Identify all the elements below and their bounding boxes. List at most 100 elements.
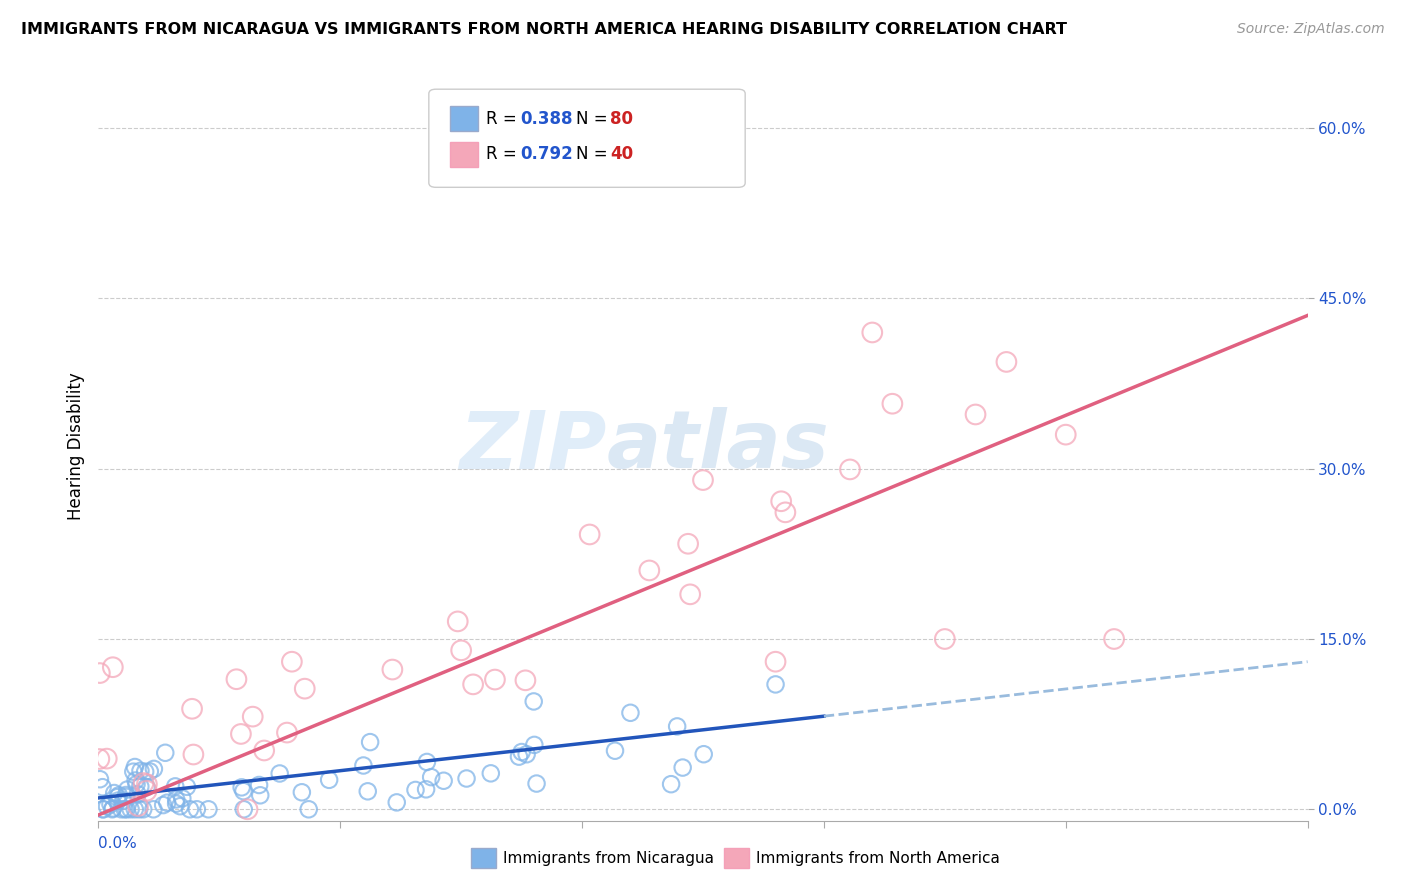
Point	[659, 777, 682, 791]
Point	[1102, 632, 1125, 646]
Point	[385, 796, 408, 810]
Point	[1054, 427, 1077, 442]
Point	[229, 727, 252, 741]
Point	[179, 802, 201, 816]
Point	[298, 802, 321, 816]
Point	[124, 773, 146, 788]
Point	[357, 784, 380, 798]
Point	[129, 764, 152, 778]
Point	[247, 778, 270, 792]
Point	[965, 408, 987, 422]
Point	[249, 789, 271, 803]
Point	[765, 655, 787, 669]
Point	[352, 758, 374, 772]
Text: Source: ZipAtlas.com: Source: ZipAtlas.com	[1237, 22, 1385, 37]
Point	[128, 802, 150, 816]
Point	[142, 802, 165, 816]
Point	[638, 564, 661, 578]
Point	[693, 747, 716, 762]
Point	[381, 663, 404, 677]
Point	[127, 799, 149, 814]
Point	[155, 746, 177, 760]
Point	[692, 473, 714, 487]
Text: 0.388: 0.388	[520, 110, 572, 128]
Point	[578, 527, 600, 541]
Point	[281, 655, 304, 669]
Point	[676, 537, 699, 551]
Point	[107, 794, 129, 808]
Point	[253, 743, 276, 757]
Point	[135, 780, 157, 794]
Point	[115, 788, 138, 802]
Point	[523, 738, 546, 752]
Point	[101, 660, 124, 674]
Point	[291, 785, 314, 799]
Point	[679, 587, 702, 601]
Point	[456, 772, 478, 786]
Point	[108, 789, 131, 803]
Point	[110, 802, 132, 816]
Text: atlas: atlas	[606, 407, 830, 485]
Point	[181, 702, 204, 716]
Point	[276, 725, 298, 739]
Point	[183, 747, 205, 762]
Point	[165, 797, 187, 811]
Point	[101, 801, 124, 815]
Point	[152, 798, 174, 813]
Point	[359, 735, 381, 749]
Point	[770, 494, 793, 508]
Point	[165, 792, 187, 806]
Text: 80: 80	[610, 110, 633, 128]
Text: Immigrants from Nicaragua: Immigrants from Nicaragua	[503, 851, 714, 865]
Point	[269, 766, 291, 780]
Point	[242, 709, 264, 723]
Point	[236, 802, 259, 816]
Point	[89, 666, 111, 681]
Point	[89, 752, 111, 766]
Point	[89, 772, 111, 787]
Point	[765, 677, 787, 691]
Text: N =: N =	[576, 145, 613, 163]
Point	[420, 770, 443, 784]
Point	[197, 802, 219, 816]
Point	[672, 761, 695, 775]
Point	[510, 745, 533, 759]
Point	[132, 776, 155, 790]
Point	[124, 760, 146, 774]
Point	[172, 791, 194, 805]
Text: IMMIGRANTS FROM NICARAGUA VS IMMIGRANTS FROM NORTH AMERICA HEARING DISABILITY CO: IMMIGRANTS FROM NICARAGUA VS IMMIGRANTS …	[21, 22, 1067, 37]
Point	[91, 802, 114, 816]
Text: ZIP: ZIP	[458, 407, 606, 485]
Text: N =: N =	[576, 110, 613, 128]
Point	[860, 326, 883, 340]
Point	[839, 462, 862, 476]
Point	[523, 694, 546, 708]
Point	[114, 802, 136, 816]
Point	[139, 764, 162, 779]
Point	[447, 615, 470, 629]
Point	[127, 787, 149, 801]
Point	[124, 802, 146, 816]
Point	[433, 773, 456, 788]
Point	[129, 780, 152, 794]
Point	[232, 784, 254, 798]
Point	[165, 780, 187, 794]
Point	[934, 632, 956, 646]
Point	[117, 782, 139, 797]
Text: R =: R =	[486, 145, 523, 163]
Text: 40: 40	[610, 145, 633, 163]
Point	[91, 780, 114, 794]
Point	[225, 672, 247, 686]
Point	[112, 794, 135, 808]
Point	[515, 673, 537, 688]
Point	[526, 776, 548, 790]
Point	[169, 799, 191, 814]
Text: 0.792: 0.792	[520, 145, 574, 163]
Point	[100, 797, 122, 812]
Point	[775, 505, 797, 519]
Point	[125, 777, 148, 791]
Point	[176, 780, 198, 794]
Point	[294, 681, 316, 696]
Text: Immigrants from North America: Immigrants from North America	[756, 851, 1000, 865]
Text: 0.0%: 0.0%	[98, 836, 138, 851]
